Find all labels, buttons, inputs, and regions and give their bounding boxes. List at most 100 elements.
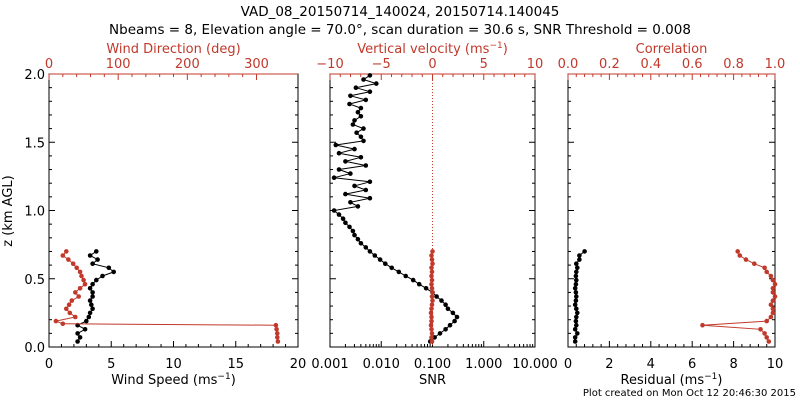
- data-point-top: [429, 294, 435, 299]
- data-point-bottom: [572, 286, 578, 291]
- data-point-top: [429, 273, 434, 279]
- top-tick-label: 0: [428, 57, 436, 72]
- data-point-top: [429, 281, 434, 287]
- data-point-top: [69, 298, 75, 303]
- data-point-bottom: [445, 306, 451, 312]
- data-point-bottom: [347, 224, 352, 230]
- data-point-top: [735, 249, 740, 254]
- data-point-top: [428, 322, 434, 328]
- data-point-bottom: [574, 294, 579, 299]
- data-point-top: [73, 290, 78, 295]
- data-point-bottom: [434, 294, 439, 299]
- data-point-bottom: [94, 249, 99, 254]
- data-point-bottom: [358, 114, 364, 119]
- data-point-top: [430, 290, 435, 295]
- panel-frame: [567, 73, 776, 348]
- data-point-top: [764, 318, 769, 324]
- data-point-bottom: [574, 322, 579, 328]
- data-point-bottom: [90, 294, 95, 299]
- x-axis-label: SNR: [419, 373, 446, 388]
- data-point-bottom: [572, 302, 578, 308]
- data-point-bottom: [106, 265, 112, 271]
- data-point-top: [429, 314, 434, 320]
- data-point-top: [74, 265, 79, 271]
- data-point-top: [430, 261, 435, 267]
- x-tick-label: 2: [605, 357, 613, 372]
- data-point-top: [770, 306, 776, 312]
- data-point-bottom: [572, 339, 578, 344]
- data-point-top: [275, 339, 281, 344]
- data-point-top: [77, 269, 83, 275]
- data-point-bottom: [403, 273, 409, 279]
- data-point-bottom: [82, 327, 88, 332]
- data-point-top: [66, 257, 71, 262]
- data-point-top: [429, 253, 434, 258]
- series-line-top: [702, 251, 776, 342]
- data-point-bottom: [377, 257, 383, 262]
- data-point-bottom: [452, 318, 457, 324]
- x-tick-label: 4: [647, 357, 655, 372]
- data-point-top: [429, 277, 435, 283]
- data-point-top: [64, 249, 69, 254]
- data-point-top: [76, 294, 81, 299]
- data-point-bottom: [355, 236, 361, 242]
- data-point-bottom: [333, 142, 339, 148]
- data-point-bottom: [352, 232, 357, 238]
- data-point-top: [70, 261, 76, 267]
- data-point-bottom: [361, 138, 366, 144]
- data-point-bottom: [447, 322, 453, 328]
- top-tick-label: 0.6: [682, 57, 703, 72]
- data-point-bottom: [363, 245, 369, 250]
- data-point-bottom: [573, 290, 579, 295]
- y-tick-label: 1.5: [24, 136, 45, 151]
- data-point-bottom: [361, 77, 366, 82]
- data-point-top: [429, 269, 435, 275]
- data-point-bottom: [75, 339, 80, 344]
- data-point-bottom: [352, 183, 357, 189]
- data-point-bottom: [367, 249, 373, 254]
- data-point-top: [60, 253, 66, 258]
- data-point-top: [275, 331, 280, 336]
- data-point-bottom: [443, 327, 448, 332]
- data-point-top: [429, 339, 435, 344]
- series-line-top: [54, 251, 279, 342]
- panel-residual: 0 2 4 6 8 10 Residual (ms−1) 0.0 0.2 0.4 0.6 0.8 1.0…: [558, 42, 786, 388]
- data-point-bottom: [343, 220, 348, 226]
- data-point-top: [768, 314, 774, 320]
- data-point-bottom: [358, 241, 364, 246]
- data-point-bottom: [355, 109, 361, 115]
- data-point-bottom: [354, 130, 359, 135]
- data-point-bottom: [573, 273, 579, 279]
- x-tick-label: 1.000: [465, 357, 502, 372]
- top-tick-label: 10: [527, 57, 544, 72]
- data-point-bottom: [340, 216, 346, 221]
- figure-subtitle: Nbeams = 8, Elevation angle = 70.0°, sca…: [109, 22, 691, 38]
- data-point-top: [429, 265, 434, 271]
- data-point-bottom: [363, 187, 369, 193]
- data-point-top: [762, 265, 767, 271]
- data-point-top: [700, 322, 705, 328]
- data-point-bottom: [331, 175, 337, 180]
- data-point-bottom: [573, 318, 579, 324]
- data-point-top: [770, 286, 776, 291]
- x-tick-label: 8: [729, 357, 737, 372]
- data-point-top: [429, 286, 435, 291]
- data-point-bottom: [87, 310, 93, 316]
- data-point-bottom: [577, 257, 582, 262]
- data-point-bottom: [437, 331, 443, 336]
- top-tick-label: 200: [175, 57, 200, 72]
- data-point-top: [429, 327, 434, 332]
- data-point-bottom: [94, 277, 99, 283]
- top-tick-label: 100: [106, 57, 131, 72]
- top-tick-label: 0: [45, 57, 53, 72]
- y-tick-label: 2.0: [24, 68, 45, 83]
- data-point-top: [770, 310, 776, 316]
- top-tick-label: −5: [372, 57, 391, 72]
- data-point-bottom: [358, 155, 364, 160]
- data-point-top: [81, 277, 86, 283]
- x-axis-label: Residual (ms−1): [621, 372, 723, 388]
- data-point-top: [430, 298, 435, 303]
- x-tick-label: 15: [227, 357, 244, 372]
- data-point-bottom: [350, 228, 356, 234]
